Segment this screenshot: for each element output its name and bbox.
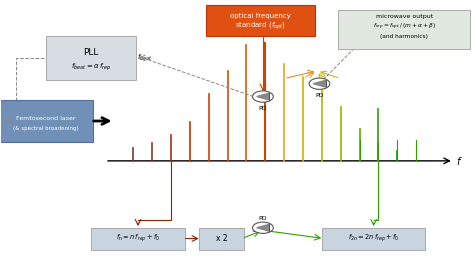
FancyBboxPatch shape	[199, 228, 244, 250]
Polygon shape	[313, 80, 326, 87]
Circle shape	[253, 222, 273, 233]
Text: (and harmonics): (and harmonics)	[380, 34, 428, 39]
FancyBboxPatch shape	[0, 100, 93, 142]
Text: $f_{beat} = \alpha\,f_{rep}$: $f_{beat} = \alpha\,f_{rep}$	[71, 61, 111, 73]
FancyBboxPatch shape	[91, 228, 185, 250]
Text: optical frequency: optical frequency	[230, 12, 291, 18]
Circle shape	[309, 78, 330, 89]
FancyBboxPatch shape	[206, 5, 315, 36]
Text: PD: PD	[259, 106, 267, 110]
Text: Femtosecond laser: Femtosecond laser	[17, 116, 76, 121]
Text: $f_{rep} = f_{opt}\,/\,(m+\alpha+\beta)$: $f_{rep} = f_{opt}\,/\,(m+\alpha+\beta)$	[373, 22, 436, 32]
Polygon shape	[257, 224, 269, 231]
Text: PD: PD	[259, 216, 267, 221]
FancyBboxPatch shape	[46, 36, 136, 80]
FancyBboxPatch shape	[338, 10, 470, 49]
Text: $f$: $f$	[456, 155, 463, 167]
Text: $f_{2n} = 2n\,f_{rep} + f_0$: $f_{2n} = 2n\,f_{rep} + f_0$	[348, 233, 399, 244]
Circle shape	[253, 91, 273, 102]
Text: PD: PD	[315, 93, 324, 98]
Text: PLL: PLL	[83, 48, 99, 57]
Text: $f_n = n\,f_{rep} + f_0$: $f_n = n\,f_{rep} + f_0$	[116, 233, 160, 244]
FancyBboxPatch shape	[322, 228, 426, 250]
Text: microwave output: microwave output	[376, 14, 433, 19]
Polygon shape	[257, 93, 269, 100]
Text: $f_{beat}$: $f_{beat}$	[137, 53, 153, 63]
Text: (& spectral broadening): (& spectral broadening)	[13, 126, 79, 131]
Text: x 2: x 2	[216, 234, 227, 243]
Text: standard ($f_{opt}$): standard ($f_{opt}$)	[235, 20, 286, 31]
